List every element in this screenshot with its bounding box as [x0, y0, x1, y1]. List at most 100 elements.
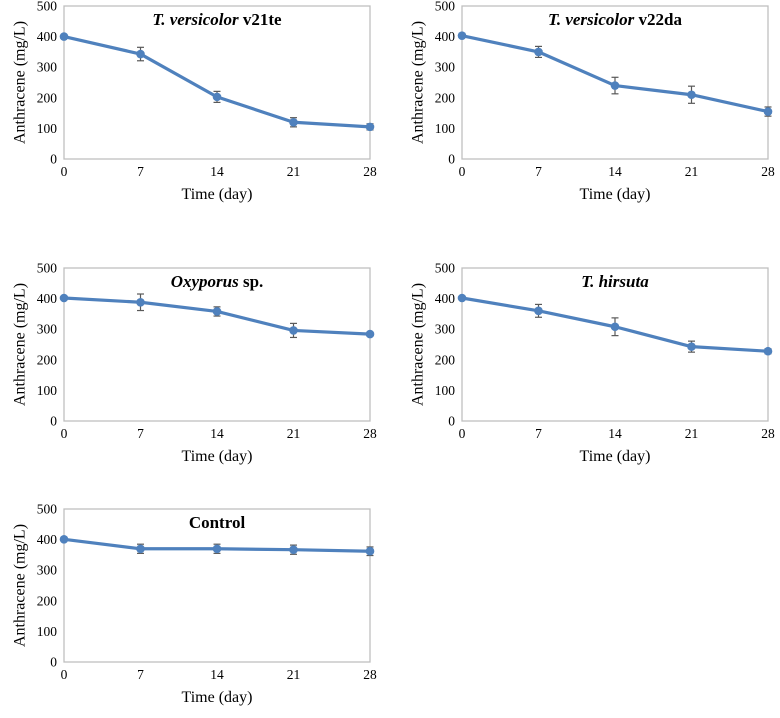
- data-point: [212, 307, 222, 316]
- y-axis-title: Anthracene (mg/L): [12, 524, 29, 647]
- y-axis-title: Anthracene (mg/L): [12, 283, 29, 406]
- data-point: [136, 297, 145, 307]
- x-tick-label: 0: [61, 667, 68, 682]
- chart-title: T. hirsuta: [581, 272, 649, 291]
- y-tick-label: 200: [435, 90, 456, 105]
- y-tick-label: 500: [37, 503, 58, 517]
- plot-area-border: [63, 267, 371, 422]
- data-point: [457, 31, 467, 40]
- y-tick-label: 400: [435, 29, 456, 44]
- series-line: [62, 34, 372, 129]
- y-tick-label: 500: [435, 0, 456, 14]
- data-point: [59, 293, 69, 303]
- data-point: [212, 92, 222, 102]
- y-axis-title: Anthracene (mg/L): [410, 21, 427, 144]
- x-axis-title: Time (day): [580, 448, 651, 465]
- data-point: [534, 47, 543, 57]
- x-tick-label: 28: [363, 426, 377, 441]
- data-point: [59, 534, 69, 544]
- x-axis-title: Time (day): [580, 186, 651, 203]
- y-tick-label: 0: [448, 152, 455, 167]
- x-tick-label: 28: [761, 426, 775, 441]
- chart-canvas-oxyporus-sp: 0 100 200 300 400 500 0 7 14 21 28 Anthracene (mg/L…: [12, 262, 377, 465]
- data-point: [212, 544, 222, 554]
- x-tick-label: 0: [459, 426, 466, 441]
- chart-canvas-control: 0 100 200 300 400 500 0 7 14 21 28 Anthracene (mg/L…: [12, 503, 377, 706]
- y-tick-label: 300: [37, 322, 58, 337]
- x-tick-label: 7: [535, 426, 542, 441]
- data-point: [365, 329, 375, 339]
- y-tick-label: 300: [37, 60, 58, 75]
- chart-t-versicolor-v21te: 0 100 200 300 400 500 0 7 14 21 28 Anthracene (mg/L…: [4, 0, 380, 215]
- x-tick-label: 7: [137, 164, 144, 179]
- y-tick-label: 400: [37, 532, 58, 547]
- x-tick-label: 7: [137, 426, 144, 441]
- chart-canvas-t-hirsuta: 0 100 200 300 400 500 0 7 14 21 28 Anthracene (mg/L…: [410, 262, 775, 465]
- plot-area-border: [63, 508, 371, 663]
- y-tick-label: 300: [435, 322, 456, 337]
- x-tick-label: 14: [608, 164, 622, 179]
- chart-title: Control: [189, 513, 246, 532]
- data-point: [136, 49, 145, 59]
- y-tick-label: 500: [435, 262, 456, 276]
- x-tick-label: 21: [287, 667, 301, 682]
- y-axis-title: Anthracene (mg/L): [410, 283, 427, 406]
- data-point: [457, 293, 467, 303]
- x-tick-label: 0: [459, 164, 466, 179]
- x-tick-label: 21: [685, 164, 699, 179]
- data-point: [289, 326, 298, 335]
- data-point: [365, 546, 375, 556]
- y-tick-label: 500: [37, 0, 58, 14]
- series-line: [460, 34, 770, 114]
- y-tick-label: 200: [37, 90, 58, 105]
- plot-area-border: [461, 5, 769, 160]
- data-point: [610, 81, 620, 90]
- plot-area-border: [63, 5, 371, 160]
- chart-canvas-t-versicolor-v21te: 0 100 200 300 400 500 0 7 14 21 28 Anthracene (mg/L…: [12, 0, 377, 203]
- y-tick-label: 300: [435, 60, 456, 75]
- data-point: [136, 544, 145, 554]
- x-axis-title: Time (day): [182, 448, 253, 465]
- y-tick-label: 100: [37, 121, 58, 136]
- data-point: [687, 90, 696, 100]
- data-point: [289, 117, 298, 127]
- x-tick-label: 21: [287, 164, 301, 179]
- data-point: [59, 32, 69, 41]
- y-tick-label: 200: [435, 352, 456, 367]
- x-tick-label: 7: [535, 164, 542, 179]
- y-tick-label: 100: [435, 121, 456, 136]
- x-tick-label: 28: [761, 164, 775, 179]
- x-tick-label: 14: [210, 667, 224, 682]
- chart-t-hirsuta: 0 100 200 300 400 500 0 7 14 21 28 Anthracene (mg/L…: [402, 262, 778, 477]
- y-tick-label: 100: [37, 624, 58, 639]
- x-tick-label: 14: [608, 426, 622, 441]
- data-point: [365, 122, 375, 132]
- y-tick-label: 400: [37, 29, 58, 44]
- x-tick-label: 21: [685, 426, 699, 441]
- y-tick-label: 100: [435, 383, 456, 398]
- x-tick-label: 28: [363, 164, 377, 179]
- data-point: [763, 107, 773, 116]
- chart-t-versicolor-v22da: 0 100 200 300 400 500 0 7 14 21 28 Anthracene (mg/L…: [402, 0, 778, 215]
- data-point: [289, 545, 298, 554]
- y-tick-label: 500: [37, 262, 58, 276]
- x-axis-title: Time (day): [182, 186, 253, 203]
- chart-oxyporus-sp: 0 100 200 300 400 500 0 7 14 21 28 Anthracene (mg/L…: [4, 262, 380, 477]
- y-tick-label: 400: [435, 291, 456, 306]
- y-tick-label: 0: [50, 152, 57, 167]
- plot-area-border: [461, 267, 769, 422]
- chart-title: T. versicolor v22da: [548, 10, 682, 29]
- data-point: [763, 346, 773, 356]
- y-tick-label: 200: [37, 593, 58, 608]
- y-tick-label: 300: [37, 563, 58, 578]
- y-axis-title: Anthracene (mg/L): [12, 21, 29, 144]
- y-tick-label: 100: [37, 383, 58, 398]
- y-tick-label: 0: [50, 655, 57, 670]
- chart-control: 0 100 200 300 400 500 0 7 14 21 28 Anthracene (mg/L…: [4, 503, 380, 718]
- x-axis-title: Time (day): [182, 689, 253, 706]
- x-tick-label: 0: [61, 426, 68, 441]
- chart-canvas-t-versicolor-v22da: 0 100 200 300 400 500 0 7 14 21 28 Anthracene (mg/L…: [410, 0, 775, 203]
- x-tick-label: 28: [363, 667, 377, 682]
- data-point: [534, 306, 543, 316]
- x-tick-label: 21: [287, 426, 301, 441]
